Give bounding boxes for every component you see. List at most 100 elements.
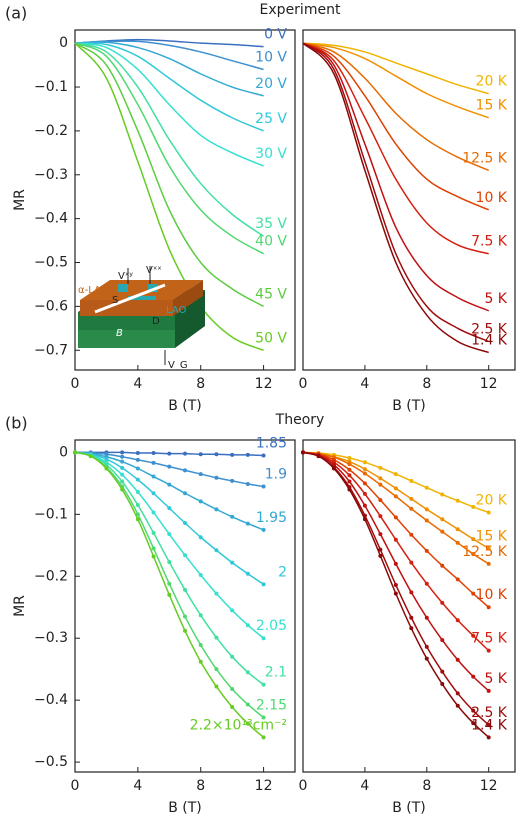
series-label: 20 K: [476, 74, 508, 90]
x-tick-label: 0: [71, 376, 80, 392]
data-point: [104, 457, 109, 462]
y-tick-label: −0.4: [34, 692, 68, 708]
x-axis-label: B (T): [168, 800, 202, 816]
series-label: 30 V: [255, 146, 287, 162]
data-point: [151, 510, 156, 515]
data-line: [302, 451, 490, 726]
data-point: [455, 577, 460, 582]
data-point: [471, 537, 476, 542]
series-label: 20 V: [255, 76, 287, 92]
data-line: [302, 451, 490, 565]
series-label: 15 K: [476, 528, 508, 544]
data-point: [424, 485, 429, 490]
x-tick-label: 4: [360, 778, 369, 794]
data-point: [393, 561, 398, 566]
data-point: [424, 507, 429, 512]
data-point: [455, 527, 460, 532]
series-label: 12.5 K: [462, 544, 508, 560]
data-point: [471, 721, 476, 726]
field-arrow: [94, 283, 166, 314]
y-tick-label: −0.1: [34, 79, 68, 95]
x-tick-label: 12: [480, 376, 498, 392]
panel-label: (a): [5, 4, 27, 23]
data-point: [440, 669, 445, 674]
data-point: [378, 514, 383, 519]
series-label: 10 V: [255, 49, 287, 65]
data-point: [409, 560, 414, 565]
data-point: [198, 613, 203, 618]
data-point: [261, 682, 266, 687]
data-point: [261, 484, 266, 489]
data-line: [302, 42, 489, 255]
data-point: [409, 626, 414, 631]
alao-front: [80, 300, 173, 316]
data-point: [409, 506, 414, 511]
x-tick-label: 0: [299, 376, 308, 392]
y-axis-label: MR: [12, 595, 28, 617]
data-point: [151, 554, 156, 559]
data-point: [214, 475, 219, 480]
data-point: [167, 451, 172, 456]
plot-frame: [74, 439, 296, 773]
data-point: [120, 454, 125, 459]
data-point: [245, 623, 250, 628]
data-point: [198, 573, 203, 578]
data-point: [393, 472, 398, 477]
series-label: 7.5 K: [471, 631, 508, 647]
y-tick-label: −0.3: [34, 167, 68, 183]
data-line: [302, 451, 490, 652]
data-point: [214, 684, 219, 689]
data-point: [455, 691, 460, 696]
series-label: 0 V: [264, 27, 287, 43]
data-point: [151, 474, 156, 479]
data-point: [424, 581, 429, 586]
y-tick-label: −0.5: [34, 754, 68, 770]
data-point: [230, 514, 235, 519]
data-point: [167, 532, 172, 537]
data-point: [230, 478, 235, 483]
data-point: [167, 464, 172, 469]
data-line: [74, 41, 264, 97]
data-point: [471, 633, 476, 638]
data-point: [393, 515, 398, 520]
data-point: [245, 481, 250, 486]
x-tick-label: 8: [196, 376, 205, 392]
data-point: [151, 546, 156, 551]
data-point: [230, 560, 235, 565]
data-point: [151, 491, 156, 496]
data-point: [347, 479, 352, 484]
series-label: 2.05: [256, 618, 287, 634]
x-tick-label: 4: [133, 778, 142, 794]
series-label: 5 K: [484, 291, 507, 307]
inset-label: LAO: [166, 305, 186, 316]
data-point: [347, 462, 352, 467]
inset-label: α-LAO: [78, 285, 109, 296]
data-line: [74, 42, 265, 237]
data-point: [471, 504, 476, 509]
data-point: [135, 457, 140, 462]
data-point: [261, 636, 266, 641]
data-point: [135, 477, 140, 482]
plot-frame: [302, 439, 516, 773]
data-point: [214, 548, 219, 553]
data-line: [302, 451, 490, 550]
data-point: [393, 591, 398, 596]
y-tick-label: −0.1: [34, 506, 68, 522]
data-point: [135, 512, 140, 517]
y-tick-label: −0.4: [34, 211, 68, 227]
data-point: [135, 466, 140, 471]
y-tick-label: −0.7: [34, 342, 68, 358]
data-point: [393, 537, 398, 542]
x-tick-label: 12: [255, 376, 273, 392]
data-line: [302, 451, 489, 514]
data-point: [73, 450, 77, 455]
data-line: [74, 42, 264, 167]
series-label: 5 K: [484, 671, 507, 687]
data-point: [424, 644, 429, 649]
y-tick-label: −0.5: [34, 255, 68, 271]
data-point: [424, 518, 429, 523]
data-point: [409, 478, 414, 483]
data-point: [486, 561, 491, 566]
inset-label: S: [112, 295, 118, 306]
data-point: [409, 590, 414, 595]
